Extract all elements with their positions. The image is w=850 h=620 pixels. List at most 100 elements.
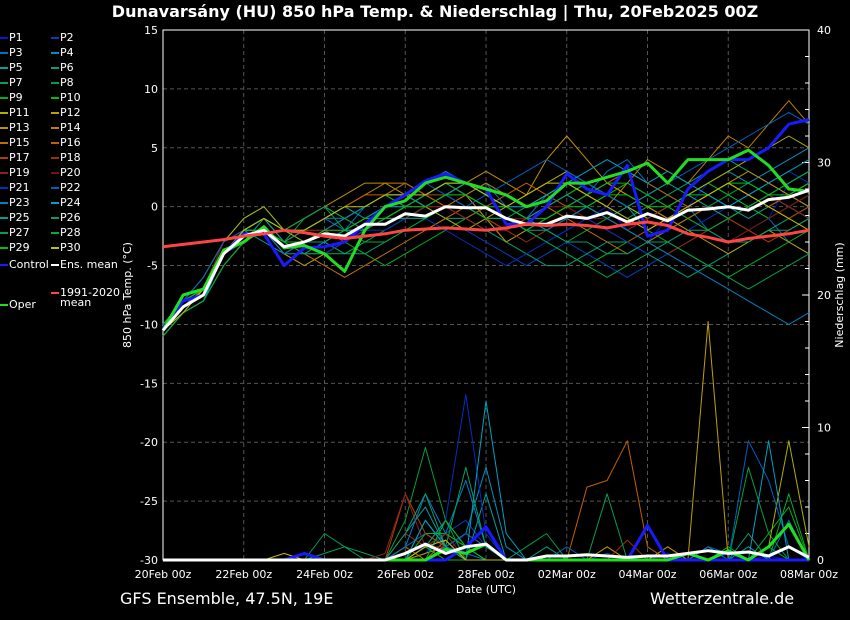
legend-swatch <box>0 67 8 69</box>
legend-swatch <box>51 217 59 219</box>
x-tick-label: 04Mar 00z <box>618 568 676 581</box>
legend-swatch <box>0 264 8 266</box>
legend-swatch <box>51 157 59 159</box>
legend-label: 1991-2020 <box>60 286 120 299</box>
y-tick-label: 15 <box>144 24 158 37</box>
legend-label: P26 <box>60 211 81 224</box>
x-tick-label: 20Feb 00z <box>135 568 192 581</box>
legend-label: P14 <box>60 121 81 134</box>
legend-item-p19: P19 <box>0 166 30 180</box>
legend-item-p11: P11 <box>0 106 30 120</box>
legend-item-control: Control <box>0 258 49 272</box>
chart-title: Dunavarsány (HU) 850 hPa Temp. & Nieders… <box>111 2 759 21</box>
legend-swatch <box>51 264 59 266</box>
legend-label: P7 <box>9 76 23 89</box>
legend-label: P16 <box>60 136 81 149</box>
legend-label: P15 <box>9 136 30 149</box>
legend-swatch <box>0 112 8 114</box>
legend-label: P19 <box>9 166 30 179</box>
y2-tick-label: 40 <box>817 24 831 37</box>
y-tick-label: -20 <box>140 436 158 449</box>
y-axis-label: 850 hPa Temp. (°C) <box>121 242 134 348</box>
y-tick-label: -25 <box>140 495 158 508</box>
y-tick-label: 5 <box>151 142 158 155</box>
y2-tick-label: 30 <box>817 157 831 170</box>
legend-swatch <box>51 172 59 174</box>
legend-swatch <box>51 52 59 54</box>
legend-label: P8 <box>60 76 74 89</box>
legend-item-climate-mean: 1991-2020 mean <box>51 286 120 309</box>
legend-label: P12 <box>60 106 81 119</box>
legend-label: P18 <box>60 151 81 164</box>
y-tick-label: 0 <box>151 201 158 214</box>
legend-label: P24 <box>60 196 81 209</box>
legend-item-p20: P20 <box>51 166 81 180</box>
legend-item-p5: P5 <box>0 61 23 75</box>
precip-line-ens-mean <box>163 542 810 562</box>
x-tick-label: 26Feb 00z <box>377 568 434 581</box>
site-name[interactable]: Wetterzentrale.de <box>650 589 795 608</box>
legend-label: P3 <box>9 46 23 59</box>
legend-swatch <box>0 172 8 174</box>
legend-label: Oper <box>9 298 36 311</box>
legend-label: mean <box>60 296 92 309</box>
legend-item-p12: P12 <box>51 106 81 120</box>
legend-swatch <box>0 187 8 189</box>
x-tick-label: 28Feb 00z <box>458 568 515 581</box>
legend-item-p30: P30 <box>51 241 81 255</box>
legend-item-p21: P21 <box>0 181 30 195</box>
legend-swatch <box>51 67 59 69</box>
x-tick-label: 22Feb 00z <box>215 568 272 581</box>
legend-swatch <box>0 82 8 84</box>
legend-swatch <box>51 82 59 84</box>
x-tick-label: 02Mar 00z <box>538 568 596 581</box>
legend-swatch <box>51 127 59 129</box>
legend-item-p10: P10 <box>51 91 81 105</box>
legend-swatch <box>0 247 8 249</box>
legend-label: P5 <box>9 61 23 74</box>
legend-label: P9 <box>9 91 23 104</box>
legend-swatch <box>51 97 59 99</box>
legend-swatch <box>51 292 59 294</box>
legend-label: P23 <box>9 196 30 209</box>
legend-swatch <box>0 202 8 204</box>
x-tick-label: 24Feb 00z <box>296 568 353 581</box>
y2-tick-label: 0 <box>817 554 824 567</box>
legend-item-p9: P9 <box>0 91 23 105</box>
legend-swatch <box>51 232 59 234</box>
legend-label: P1 <box>9 31 23 44</box>
legend-label: Ens. mean <box>60 258 118 271</box>
legend-item-p29: P29 <box>0 241 30 255</box>
legend-item-p23: P23 <box>0 196 30 210</box>
legend-item-p8: P8 <box>51 76 74 90</box>
legend-swatch <box>0 217 8 219</box>
legend-item-p22: P22 <box>51 181 81 195</box>
legend-label: P29 <box>9 241 30 254</box>
legend-item-p13: P13 <box>0 121 30 135</box>
legend-item-p18: P18 <box>51 151 81 165</box>
legend-item-p17: P17 <box>0 151 30 165</box>
y2-tick-label: 10 <box>817 422 831 435</box>
legend-label: P25 <box>9 211 30 224</box>
model-info: GFS Ensemble, 47.5N, 19E <box>120 589 334 608</box>
legend-swatch <box>51 247 59 249</box>
legend-swatch <box>51 142 59 144</box>
legend-item-oper: Oper <box>0 298 36 312</box>
legend-label: P6 <box>60 61 74 74</box>
legend-item-p24: P24 <box>51 196 81 210</box>
legend-label: Control <box>9 258 49 271</box>
legend-item-p28: P28 <box>51 226 81 240</box>
precip-line-p12 <box>163 321 809 561</box>
legend-label: P11 <box>9 106 30 119</box>
temp-line-ens-mean <box>161 188 810 332</box>
legend-swatch <box>0 97 8 99</box>
temp-line-p30 <box>162 182 810 331</box>
y2-tick-label: 20 <box>817 289 831 302</box>
x-tick-label: 06Mar 00z <box>699 568 757 581</box>
y-tick-label: 10 <box>144 83 158 96</box>
legend-item-p26: P26 <box>51 211 81 225</box>
legend-swatch <box>0 37 8 39</box>
legend-label: P22 <box>60 181 81 194</box>
legend-swatch <box>51 202 59 204</box>
